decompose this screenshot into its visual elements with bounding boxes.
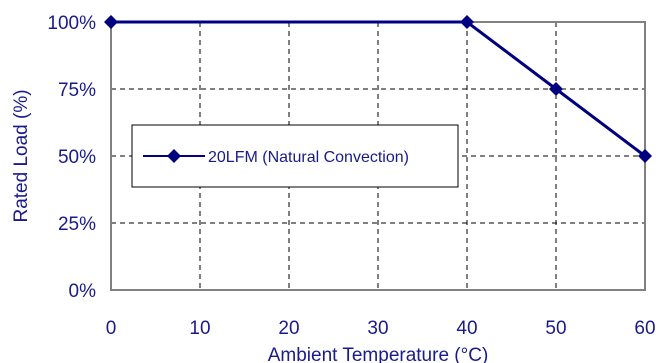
x-tick-label: 20 xyxy=(278,318,299,339)
x-tick-label: 40 xyxy=(456,318,477,339)
data-point-marker xyxy=(549,82,563,96)
data-point-marker xyxy=(638,149,652,163)
x-tick-label: 60 xyxy=(634,318,655,339)
y-tick-label: 75% xyxy=(58,80,96,101)
x-tick-label: 30 xyxy=(367,318,388,339)
y-tick-label: 50% xyxy=(58,147,96,168)
data-point-marker xyxy=(104,15,118,29)
data-point-marker xyxy=(460,15,474,29)
legend-label: 20LFM (Natural Convection) xyxy=(208,149,409,166)
y-tick-label: 0% xyxy=(69,281,97,302)
series-layer xyxy=(104,15,652,163)
x-tick-label: 0 xyxy=(106,318,117,339)
legend-diamond-marker xyxy=(167,149,181,163)
legend: 20LFM (Natural Convection) xyxy=(131,124,459,188)
y-tick-label: 25% xyxy=(58,214,96,235)
tick-labels: 0 10 20 30 40 50 60 0% 25% 50% 75% 100% xyxy=(47,13,655,339)
y-axis-title: Rated Load (%) xyxy=(11,89,32,222)
x-tick-label: 50 xyxy=(545,318,566,339)
x-tick-label: 10 xyxy=(189,318,210,339)
series-line xyxy=(111,20,646,158)
y-tick-label: 100% xyxy=(47,13,96,34)
x-axis-title: Ambient Temperature (°C) xyxy=(268,345,489,363)
